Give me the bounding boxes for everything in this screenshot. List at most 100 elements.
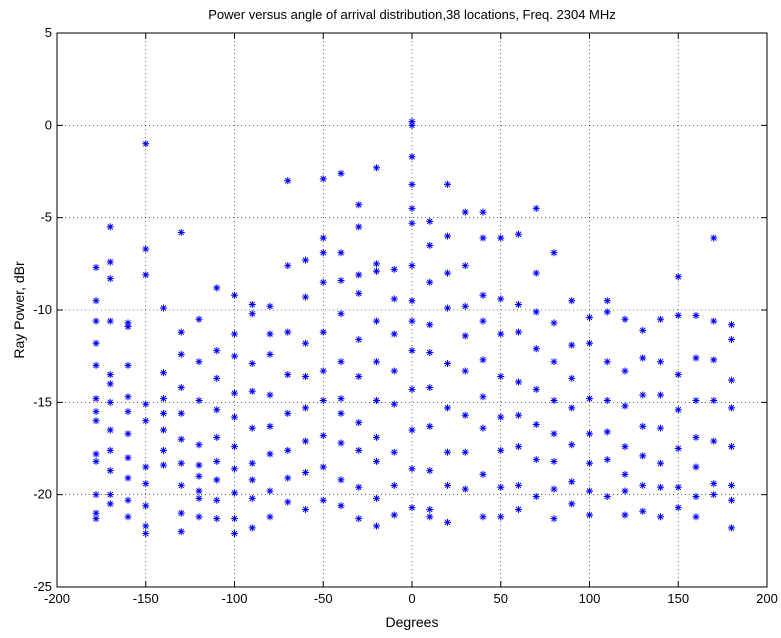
x-tick-label: 0 [408, 591, 415, 606]
point [479, 513, 487, 521]
point [195, 315, 203, 323]
point [177, 509, 185, 517]
point [355, 201, 363, 209]
point [550, 430, 558, 438]
point [373, 457, 380, 465]
point [92, 509, 100, 517]
point [461, 367, 469, 375]
point [674, 371, 682, 379]
point [177, 350, 185, 358]
point [568, 500, 576, 508]
point [479, 208, 487, 216]
point [657, 358, 664, 366]
point [213, 374, 221, 382]
point [710, 396, 718, 404]
point [337, 276, 345, 284]
point [728, 336, 735, 344]
point [337, 476, 345, 484]
point [195, 472, 203, 480]
point [586, 395, 593, 403]
point [355, 289, 363, 297]
point [674, 406, 682, 414]
point [302, 404, 309, 412]
point [195, 441, 203, 449]
point [302, 505, 309, 513]
point [710, 491, 718, 499]
point [337, 439, 345, 447]
point [515, 481, 522, 489]
point [586, 487, 593, 495]
point [266, 302, 274, 310]
point [92, 297, 100, 305]
point [390, 448, 398, 456]
point [177, 459, 185, 467]
point [355, 419, 363, 427]
point [426, 422, 434, 430]
point [266, 330, 274, 338]
point [284, 262, 292, 270]
point [444, 518, 451, 526]
point [355, 483, 363, 491]
point [248, 476, 256, 484]
x-tick-label: -100 [221, 591, 247, 606]
y-axis-label: Ray Power, dBr [11, 261, 27, 359]
point [92, 339, 100, 347]
point [142, 417, 150, 425]
point [408, 153, 416, 161]
point [106, 371, 114, 379]
point [231, 330, 238, 338]
point [106, 258, 114, 266]
point [106, 398, 114, 406]
point [355, 336, 363, 344]
point [302, 437, 309, 445]
point [302, 372, 309, 380]
point [550, 249, 558, 257]
point [373, 260, 380, 268]
point [515, 505, 522, 513]
point [603, 456, 611, 464]
point [639, 354, 647, 362]
point [728, 376, 735, 384]
point [532, 493, 540, 501]
point [106, 446, 114, 454]
point [284, 371, 292, 379]
point [355, 271, 363, 279]
point [621, 367, 629, 375]
point [426, 467, 434, 475]
point [390, 265, 398, 273]
point [621, 443, 629, 451]
point [408, 317, 416, 325]
point [444, 360, 451, 368]
point [461, 411, 469, 419]
point [124, 361, 132, 369]
point [92, 317, 100, 325]
x-tick-label: 100 [579, 591, 601, 606]
point [231, 529, 238, 537]
point [568, 441, 576, 449]
point [106, 426, 114, 434]
point [390, 400, 398, 408]
point [515, 300, 522, 308]
point [337, 502, 345, 510]
point [124, 408, 132, 416]
point [213, 347, 221, 355]
point [92, 408, 100, 416]
point [515, 411, 522, 419]
point [213, 433, 221, 441]
point [657, 513, 664, 521]
y-tick-label: -25 [33, 579, 52, 594]
y-tick-label: -10 [33, 302, 52, 317]
point [319, 463, 327, 471]
point [692, 354, 700, 362]
point [603, 428, 611, 436]
point [728, 404, 735, 412]
point [515, 443, 522, 451]
point [497, 446, 505, 454]
y-tick-label: -15 [33, 394, 52, 409]
point [657, 459, 664, 467]
point [106, 223, 114, 231]
point [177, 409, 185, 417]
point [142, 529, 150, 537]
point [195, 461, 203, 469]
point [231, 489, 238, 497]
